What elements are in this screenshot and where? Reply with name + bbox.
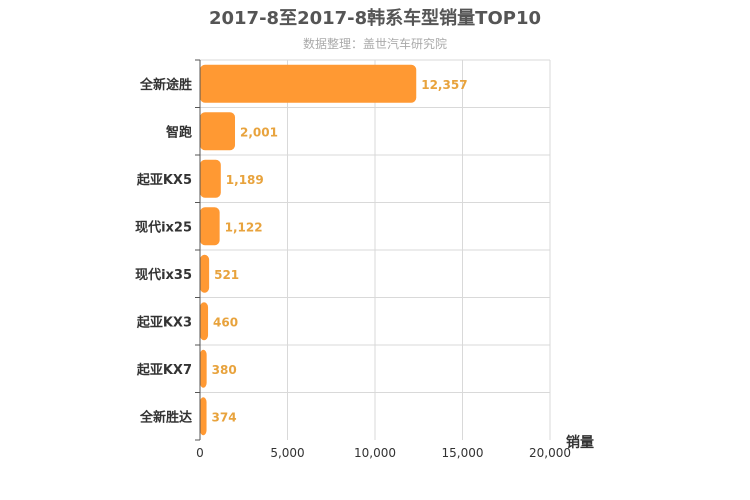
x-tick-label: 10,000 xyxy=(354,446,396,460)
category-label: 现代ix35 xyxy=(135,267,192,283)
chart-subtitle: 数据整理：盖世汽车研究院 xyxy=(303,36,447,51)
bar xyxy=(200,254,210,293)
bar xyxy=(200,397,207,436)
data-label: 1,122 xyxy=(225,220,263,234)
chart-title: 2017-8至2017-8韩系车型销量TOP10 xyxy=(209,7,541,29)
data-label: 380 xyxy=(212,363,237,377)
data-label: 521 xyxy=(214,268,239,282)
x-tick-label: 0 xyxy=(196,446,204,460)
bar xyxy=(200,159,221,198)
data-label: 12,357 xyxy=(421,78,467,92)
bar xyxy=(200,349,207,388)
x-tick-label: 15,000 xyxy=(442,446,484,460)
bar xyxy=(200,302,209,341)
x-tick-label: 5,000 xyxy=(270,446,304,460)
x-axis-label: 销量 xyxy=(566,434,594,451)
category-label: 智跑 xyxy=(166,124,192,140)
category-label: 全新途胜 xyxy=(139,77,192,93)
data-label: 2,001 xyxy=(240,125,278,139)
data-label: 1,189 xyxy=(226,173,264,187)
category-label: 起亚KX5 xyxy=(136,172,192,188)
x-tick-label: 20,000 xyxy=(529,446,571,460)
bar xyxy=(200,64,417,103)
category-label: 起亚KX3 xyxy=(136,314,192,330)
category-label: 全新胜达 xyxy=(139,409,192,425)
bar xyxy=(200,112,236,151)
data-label: 374 xyxy=(212,410,237,424)
category-label: 起亚KX7 xyxy=(136,362,192,378)
data-label: 460 xyxy=(213,315,238,329)
gridlines xyxy=(200,59,551,440)
bar xyxy=(200,207,220,246)
category-label: 现代ix25 xyxy=(135,219,192,235)
bars: 12,357 2,001 1,189 1,122 521 460 380 374 xyxy=(200,64,468,436)
